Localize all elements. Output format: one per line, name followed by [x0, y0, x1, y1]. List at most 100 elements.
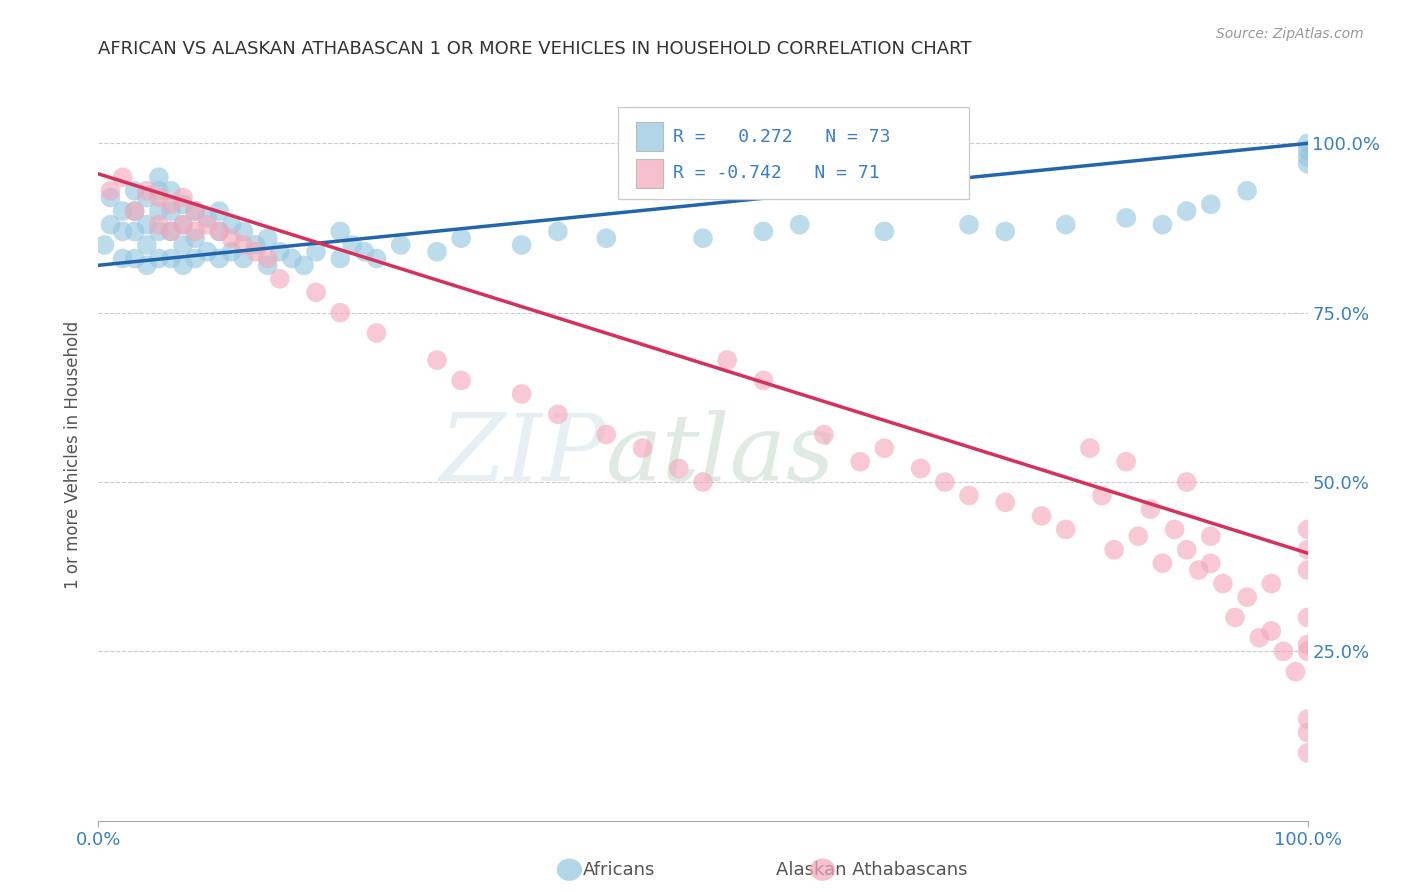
Point — [269, 244, 291, 259]
Point — [1260, 576, 1282, 591]
Point — [269, 272, 291, 286]
Point — [1296, 610, 1319, 624]
Point — [1115, 211, 1137, 225]
FancyBboxPatch shape — [637, 122, 664, 152]
Point — [1091, 489, 1114, 503]
Point — [789, 218, 811, 232]
Point — [100, 190, 122, 204]
Point — [1078, 441, 1101, 455]
Point — [1102, 542, 1125, 557]
Point — [184, 231, 207, 245]
Point — [1296, 563, 1319, 577]
Point — [221, 231, 243, 245]
Point — [1152, 556, 1174, 570]
Point — [1236, 590, 1258, 604]
Point — [1296, 638, 1319, 652]
Point — [100, 218, 122, 232]
Point — [389, 238, 412, 252]
Point — [184, 252, 207, 266]
Point — [547, 407, 569, 421]
Point — [1115, 455, 1137, 469]
Point — [111, 204, 134, 219]
Point — [208, 224, 231, 238]
Point — [450, 373, 472, 387]
Point — [716, 353, 738, 368]
Point — [221, 244, 243, 259]
Point — [1199, 529, 1222, 543]
Text: atlas: atlas — [606, 410, 835, 500]
Point — [111, 170, 134, 185]
Point — [232, 238, 254, 252]
Point — [934, 475, 956, 489]
Text: R = -0.742   N = 71: R = -0.742 N = 71 — [672, 164, 879, 182]
Point — [135, 218, 157, 232]
Point — [510, 387, 533, 401]
Point — [631, 441, 654, 455]
Point — [1031, 508, 1053, 523]
Point — [1249, 631, 1271, 645]
Point — [160, 204, 183, 219]
Point — [184, 224, 207, 238]
Point — [148, 170, 170, 185]
Point — [245, 238, 267, 252]
Point — [135, 238, 157, 252]
Point — [148, 190, 170, 204]
Point — [329, 252, 352, 266]
Point — [329, 306, 352, 320]
Point — [245, 244, 267, 259]
Point — [208, 224, 231, 238]
Point — [305, 285, 328, 300]
Point — [256, 231, 278, 245]
Text: Alaskan Athabascans: Alaskan Athabascans — [776, 861, 967, 879]
Point — [1199, 556, 1222, 570]
Point — [957, 218, 980, 232]
Point — [172, 238, 194, 252]
Point — [752, 224, 775, 238]
Point — [692, 231, 714, 245]
Point — [1054, 218, 1077, 232]
Text: Source: ZipAtlas.com: Source: ZipAtlas.com — [1216, 27, 1364, 41]
Point — [148, 184, 170, 198]
Point — [148, 218, 170, 232]
Point — [1296, 725, 1319, 739]
Point — [1260, 624, 1282, 638]
Point — [208, 252, 231, 266]
Point — [426, 353, 449, 368]
Point — [450, 231, 472, 245]
Point — [813, 427, 835, 442]
Point — [595, 231, 617, 245]
Point — [1188, 563, 1211, 577]
Point — [1175, 475, 1198, 489]
Point — [124, 224, 146, 238]
Point — [148, 252, 170, 266]
Point — [195, 211, 218, 225]
Point — [93, 238, 115, 252]
Point — [184, 204, 207, 219]
Point — [221, 218, 243, 232]
Point — [148, 204, 170, 219]
Point — [353, 244, 375, 259]
Point — [195, 218, 218, 232]
Point — [1296, 150, 1319, 164]
Point — [1054, 523, 1077, 537]
Point — [1223, 610, 1246, 624]
Point — [873, 441, 896, 455]
Point — [124, 204, 146, 219]
Point — [111, 224, 134, 238]
Point — [281, 252, 304, 266]
Point — [256, 252, 278, 266]
Point — [172, 190, 194, 204]
Point — [1175, 542, 1198, 557]
Point — [1175, 204, 1198, 219]
Point — [1296, 746, 1319, 760]
Point — [1272, 644, 1295, 658]
Point — [1296, 712, 1319, 726]
Text: R =   0.272   N = 73: R = 0.272 N = 73 — [672, 128, 890, 145]
Point — [668, 461, 690, 475]
Point — [1296, 523, 1319, 537]
Point — [208, 204, 231, 219]
Point — [426, 244, 449, 259]
Point — [873, 224, 896, 238]
Point — [910, 461, 932, 475]
Point — [849, 455, 872, 469]
